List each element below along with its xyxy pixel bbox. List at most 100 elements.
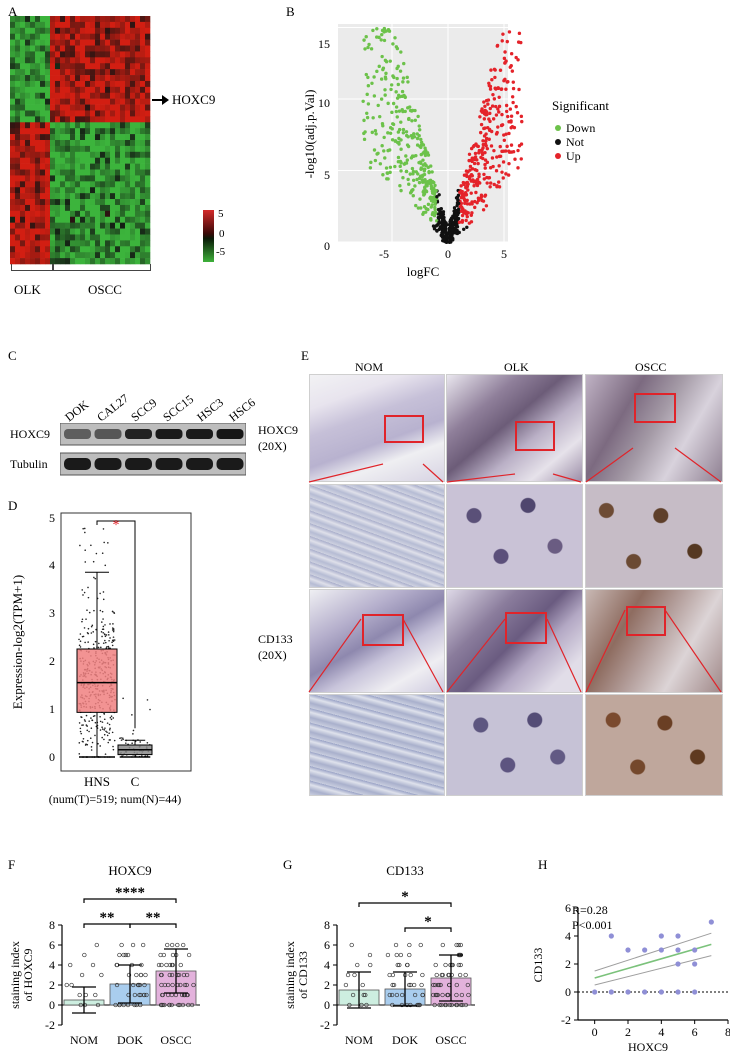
heatmap-cell [105,258,111,265]
heatmap-cell [125,63,131,70]
heatmap-cell [45,39,51,46]
box-jitter-point [83,627,86,629]
heatmap-cell [140,57,146,64]
heatmap-scale-bar [203,210,214,262]
heatmap-cell [20,75,26,82]
heatmap-cell [120,57,126,64]
scatter-point [592,989,598,995]
heatmap-cell [95,140,101,147]
heatmap-cell [105,92,111,99]
bar-data-point [121,952,126,958]
scatter-point [675,933,681,939]
heatmap-cell [145,104,151,111]
volcano-point [500,39,504,43]
volcano-point [390,127,394,131]
bar-data-point [176,1002,181,1008]
heatmap-cell [70,151,76,159]
volcano-point [473,151,478,156]
scatter-xtick-label: 8 [725,1025,730,1039]
heatmap-cell [35,216,41,223]
bar-data-point [440,972,445,978]
heatmap-cell [30,199,36,206]
heatmap-cell [125,69,131,76]
heatmap-cell [145,228,151,235]
heatmap-cell [80,140,86,147]
lane-label-cal27: CAL27 [94,391,131,424]
volcano-point [464,173,469,177]
volcano-point [394,90,398,94]
heatmap-cell [130,193,136,200]
heatmap-cell [40,151,46,159]
heatmap-cell [15,110,21,117]
heatmap-cell [10,258,16,265]
heatmap-cell [115,57,121,64]
heatmap-cell [15,145,21,153]
heatmap-cell [140,169,146,176]
volcano-point [426,153,431,157]
heatmap-cell [50,228,56,235]
heatmap-cell [35,92,41,99]
heatmap-cell [95,163,101,170]
heatmap-cell [100,21,106,29]
box-jitter-point [102,625,105,628]
heatmap-cell [135,258,141,265]
volcano-point [469,220,474,224]
volcano-point [382,149,386,153]
bar-data-point [417,1002,422,1008]
heatmap-cell [40,122,46,129]
volcano-point [481,142,486,147]
heatmap-cell [95,216,101,223]
bar-data-point [95,1002,101,1008]
heatmap-cell [80,181,86,188]
heatmap-cell [145,16,151,23]
box-jitter-point [80,732,83,735]
heatmap-cell [110,163,116,170]
heatmap-cell [50,16,56,23]
heatmap-cell [120,228,126,235]
heatmap-cell [50,181,56,188]
box-jitter-point [87,596,90,599]
volcano-point [511,80,515,84]
heatmap-cell [140,69,146,76]
heatmap-cell [115,16,121,23]
bar-data-point [169,1002,174,1008]
heatmap-cell [90,110,96,117]
box-jitter-point [85,714,88,717]
heatmap-cell [125,234,131,241]
volcano-point [442,237,447,242]
volcano-point [519,114,524,119]
box-jitter-point [107,741,110,744]
blot-band-tubulin [186,458,213,470]
heatmap-cell [120,16,126,23]
heatmap-cell [50,92,56,99]
olk-bracket [11,264,53,271]
heatmap-cell [110,258,116,265]
volcano-point [383,93,387,97]
heatmap-cell [110,86,116,94]
heatmap-cell [80,45,86,52]
heatmap-cell [45,169,51,176]
heatmap-cell [60,151,66,159]
heatmap-cell [125,145,131,153]
heatmap-cell [45,51,51,58]
volcano-point [418,197,422,201]
heatmap-cell [85,16,91,23]
heatmap-cell [125,169,131,176]
heatmap-cell [25,128,31,135]
heatmap-cell [25,57,31,64]
volcano-point [457,220,462,224]
heatmap-cell [110,222,116,229]
heatmap-cell [40,57,46,64]
heatmap-cell [25,98,31,105]
heatmap-cell [95,187,101,194]
volcano-point [410,166,415,171]
heatmap-cell [110,234,116,241]
volcano-point [369,47,374,51]
heatmap-cell [135,57,141,64]
volcano-point [407,116,411,121]
heatmap-cell [80,16,86,23]
heatmap-cell [130,57,136,64]
heatmap-cell [65,51,71,58]
ihc-cd133-nom-zoom [309,694,445,796]
heatmap-cell [85,86,91,94]
